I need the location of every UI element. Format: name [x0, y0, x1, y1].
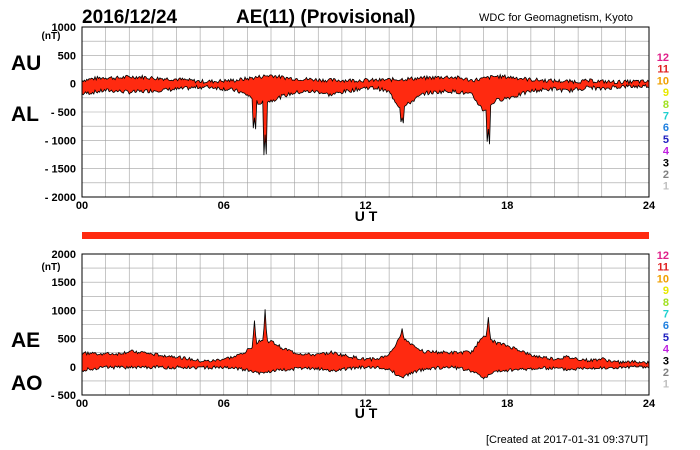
- legend-entry: 3: [663, 355, 669, 367]
- au-al-grid: [82, 27, 649, 197]
- al-label: AL: [11, 103, 39, 126]
- au-al-x-axis-label: U T: [355, 208, 378, 224]
- legend-entry: 5: [663, 332, 669, 344]
- legend-entry: 2: [663, 367, 669, 379]
- legend-entry: 5: [663, 134, 669, 146]
- ae-ao-fill: [82, 309, 649, 379]
- au-al-frame: [81, 26, 650, 198]
- y-tick-label: - 500: [51, 107, 76, 119]
- ae-ao-x-axis-label: U T: [355, 405, 378, 421]
- legend-entry: 3: [663, 157, 669, 169]
- ae-ao-area: [81, 309, 650, 380]
- legend-entry: 7: [663, 309, 669, 321]
- au-al-area: [81, 73, 650, 156]
- x-tick-label: 24: [643, 200, 656, 212]
- legend-entry: 8: [663, 297, 669, 309]
- au-al-unit-label: (nT): [42, 31, 61, 42]
- created-timestamp: [Created at 2017-01-31 09:37UT]: [486, 434, 648, 446]
- legend-entry: 10: [657, 75, 669, 87]
- legend-entry: 1: [663, 379, 669, 391]
- x-tick-label: 00: [76, 200, 88, 212]
- x-tick-label: 18: [501, 200, 513, 212]
- y-tick-label: 0: [70, 362, 76, 374]
- x-tick-label: 12: [359, 398, 371, 410]
- ao-label: AO: [11, 372, 43, 395]
- x-tick-label: 00: [76, 398, 88, 410]
- ae-ao-x-ticks: 00 06 12 18 24: [76, 398, 656, 410]
- legend-entry: 2: [663, 169, 669, 181]
- ae-ao-frame: [81, 253, 650, 396]
- au-line: [81, 73, 650, 86]
- ao-line: [81, 364, 650, 380]
- ae-line: [81, 309, 650, 365]
- legend-entry: 4: [663, 344, 670, 356]
- y-tick-label: 500: [58, 334, 76, 346]
- y-tick-label: 2000: [52, 249, 76, 261]
- al-line: [81, 84, 650, 156]
- y-tick-label: 1000: [52, 22, 76, 34]
- chart-title: AE(11) (Provisional): [236, 7, 416, 28]
- au-label: AU: [11, 52, 41, 75]
- x-tick-label: 18: [501, 398, 513, 410]
- au-al-x-ticks: 00 06 12 18 24: [76, 200, 656, 212]
- legend-entry: 6: [663, 320, 669, 332]
- legend-entry: 12: [657, 52, 669, 64]
- au-al-panel: 1000 500 0 - 500 - 1000 - 1500 - 2000 00 06 12 18…: [11, 22, 656, 224]
- data-source: WDC for Geomagnetism, Kyoto: [479, 12, 633, 24]
- legend-entry: 11: [657, 64, 669, 76]
- y-tick-label: - 500: [51, 390, 76, 402]
- legend-entry: 9: [663, 87, 669, 99]
- legend-entry: 9: [663, 285, 669, 297]
- legend-entry: 12: [657, 250, 669, 262]
- y-tick-label: 500: [58, 50, 76, 62]
- y-tick-label: - 1500: [45, 164, 76, 176]
- x-tick-label: 06: [218, 200, 230, 212]
- ae-ao-y-ticks: 2000 1500 1000 500 0 - 500: [51, 249, 76, 402]
- legend-entry: 10: [657, 273, 669, 285]
- ae-ao-grid: [82, 254, 649, 395]
- x-tick-label: 12: [359, 200, 371, 212]
- chart-date: 2016/12/24: [82, 7, 178, 28]
- x-tick-label: 06: [218, 398, 230, 410]
- legend-entry: 4: [663, 146, 670, 158]
- ae-label: AE: [11, 329, 40, 352]
- au-al-fill: [82, 74, 649, 156]
- ae-ao-panel: 2000 1500 1000 500 0 - 500 00 06 12 18 24 (nT) AE…: [11, 249, 656, 421]
- y-tick-label: - 2000: [45, 192, 76, 204]
- legend-entry: 6: [663, 122, 669, 134]
- legend-entry: 8: [663, 99, 669, 111]
- legend-entry: 11: [657, 262, 669, 274]
- legend-entry: 1: [663, 181, 669, 193]
- au-al-y-ticks: 1000 500 0 - 500 - 1000 - 1500 - 2000: [45, 22, 76, 204]
- y-tick-label: 1500: [52, 277, 76, 289]
- legend-entry: 7: [663, 111, 669, 123]
- x-tick-label: 24: [643, 398, 656, 410]
- y-tick-label: 0: [70, 79, 76, 91]
- data-coverage-bar: [82, 232, 649, 239]
- y-tick-label: 1000: [52, 305, 76, 317]
- y-tick-label: - 1000: [45, 135, 76, 147]
- ae-ao-unit-label: (nT): [42, 262, 61, 273]
